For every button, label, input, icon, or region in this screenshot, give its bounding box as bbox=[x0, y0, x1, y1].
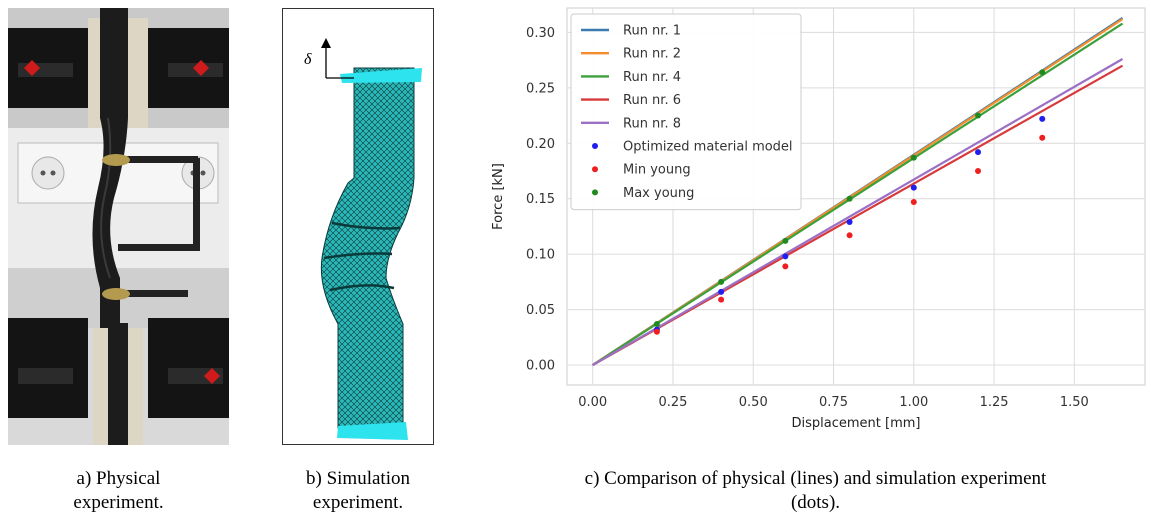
legend-dot-swatch bbox=[592, 143, 598, 149]
data-point bbox=[910, 154, 917, 161]
x-ticks: 0.00 0.25 0.50 0.75 1.00 1.25 1.50 bbox=[578, 395, 1089, 410]
x-tick-label: 0.50 bbox=[739, 395, 768, 410]
x-tick-label: 1.25 bbox=[980, 395, 1009, 410]
x-tick-label: 0.25 bbox=[658, 395, 687, 410]
series-line bbox=[592, 22, 1124, 366]
mesh-body bbox=[320, 67, 415, 429]
series bbox=[592, 17, 1124, 366]
legend-label: Run nr. 4 bbox=[623, 70, 681, 85]
data-point bbox=[1039, 115, 1046, 122]
photo-drawing bbox=[8, 8, 229, 445]
data-point bbox=[718, 288, 725, 295]
x-tick-label: 1.00 bbox=[899, 395, 928, 410]
y-tick-label: 0.20 bbox=[526, 137, 555, 152]
delta-arrowhead bbox=[321, 38, 331, 48]
x-tick-label: 0.75 bbox=[819, 395, 848, 410]
legend-label: Run nr. 6 bbox=[623, 93, 681, 108]
data-point bbox=[975, 112, 982, 119]
caption-b-line1: b) Simulation bbox=[306, 468, 410, 489]
caption-c: c) Comparison of physical (lines) and si… bbox=[480, 467, 1151, 515]
data-point bbox=[782, 263, 789, 270]
y-ticks: 0.00 0.05 0.10 0.15 0.20 0.25 0.30 bbox=[526, 26, 555, 374]
series-line bbox=[592, 58, 1124, 366]
simulation-drawing: δ bbox=[282, 8, 434, 445]
y-tick-label: 0.00 bbox=[526, 359, 555, 374]
data-point bbox=[910, 184, 917, 191]
data-point bbox=[653, 328, 660, 335]
legend-box bbox=[570, 13, 802, 211]
legend-dot-swatch bbox=[592, 189, 598, 196]
comparison-chart: 0.00 0.25 0.50 0.75 1.00 1.25 1.50 0.00 0.05 0.1… bbox=[480, 0, 1151, 450]
legend-label: Min young bbox=[623, 163, 691, 178]
caption-c-line1: c) Comparison of physical (lines) and si… bbox=[584, 468, 1047, 489]
caption-c-line2: (dots). bbox=[790, 492, 841, 513]
data-point bbox=[718, 296, 725, 303]
legend-label: Optimized material model bbox=[623, 140, 793, 155]
bottom-clamp bbox=[337, 422, 408, 440]
physical-experiment-photo bbox=[8, 8, 229, 445]
legend-label: Max young bbox=[623, 186, 694, 201]
x-tick-label: 0.00 bbox=[578, 395, 607, 410]
legend-label: Run nr. 8 bbox=[623, 116, 681, 131]
data-point bbox=[1039, 134, 1046, 141]
y-tick-label: 0.05 bbox=[526, 303, 555, 318]
y-axis-label: Force [kN] bbox=[491, 163, 506, 230]
caption-b: b) Simulation experiment. bbox=[270, 467, 446, 515]
caption-a-line2: experiment. bbox=[73, 492, 164, 513]
legend: Run nr. 1 Run nr. 2 Run nr. 4 Run nr. 6 Run … bbox=[570, 13, 802, 211]
delta-label: δ bbox=[304, 51, 312, 68]
data-point bbox=[653, 321, 660, 328]
simulation-experiment: δ bbox=[282, 8, 434, 445]
x-tick-label: 1.50 bbox=[1060, 395, 1089, 410]
data-point bbox=[718, 278, 725, 285]
data-point bbox=[975, 149, 982, 156]
caption-a-line1: a) Physical bbox=[76, 468, 161, 489]
data-point bbox=[910, 199, 917, 206]
legend-label: Run nr. 2 bbox=[623, 47, 681, 62]
legend-dot-swatch bbox=[592, 166, 598, 173]
data-point bbox=[846, 195, 853, 202]
data-point bbox=[782, 237, 789, 244]
data-point bbox=[782, 253, 789, 260]
caption-a: a) Physical experiment. bbox=[8, 467, 229, 515]
chart-svg: 0.00 0.25 0.50 0.75 1.00 1.25 1.50 0.00 0.05 0.1… bbox=[491, 7, 1146, 431]
top-clamp bbox=[340, 68, 422, 83]
legend-label: Run nr. 1 bbox=[623, 24, 681, 39]
y-tick-label: 0.25 bbox=[526, 81, 555, 96]
data-point bbox=[1039, 69, 1046, 76]
y-tick-label: 0.15 bbox=[526, 192, 555, 207]
y-tick-label: 0.30 bbox=[526, 26, 555, 41]
data-point bbox=[846, 232, 853, 239]
caption-b-line2: experiment. bbox=[312, 492, 404, 513]
y-tick-label: 0.10 bbox=[526, 248, 555, 263]
data-point bbox=[975, 167, 982, 174]
x-axis-label: Displacement [mm] bbox=[792, 416, 921, 431]
data-point bbox=[846, 219, 853, 226]
